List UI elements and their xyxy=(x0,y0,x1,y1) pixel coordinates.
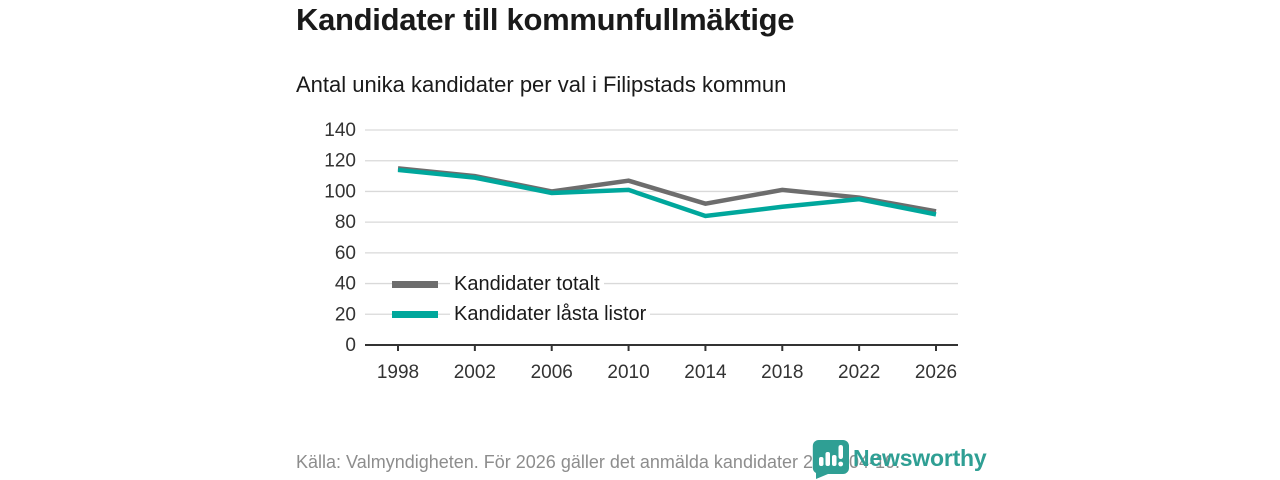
source-note: Källa: Valmyndigheten. För 2026 gäller d… xyxy=(296,452,901,472)
y-axis-tick-label: 40 xyxy=(335,274,356,295)
y-axis-tick-label: 120 xyxy=(324,151,356,172)
x-axis-tick-label: 2014 xyxy=(684,362,727,383)
legend-label-locked-lists: Kandidater låsta listor xyxy=(450,301,651,327)
y-axis-tick-label: 140 xyxy=(324,120,356,141)
y-axis-tick-label: 0 xyxy=(345,335,356,356)
page-title: Kandidater till kommunfullmäktige xyxy=(296,2,795,37)
chart-subtitle: Antal unika kandidater per val i Filipst… xyxy=(296,72,787,97)
newsworthy-logo: Newsworthy xyxy=(810,438,987,479)
legend-item-total: Kandidater totalt xyxy=(392,269,650,299)
x-axis-tick-label: 2006 xyxy=(531,362,573,383)
x-axis-tick-label: 2018 xyxy=(761,362,803,383)
newsworthy-wordmark: Newsworthy xyxy=(853,445,987,471)
x-axis-tick-label: 2002 xyxy=(454,362,496,383)
y-axis-tick-label: 100 xyxy=(324,181,356,202)
legend-swatch-locked-lists xyxy=(392,310,438,318)
x-axis-tick-label: 2022 xyxy=(838,362,880,383)
y-axis-tick-label: 20 xyxy=(335,304,356,325)
newsworthy-speech-bubble-icon xyxy=(812,439,849,479)
x-axis-tick-label: 2026 xyxy=(915,362,957,383)
x-axis-tick-label: 2010 xyxy=(607,362,649,383)
legend-swatch-total xyxy=(392,280,438,288)
legend-item-locked-lists: Kandidater låsta listor xyxy=(392,299,651,329)
series-line-1 xyxy=(397,167,937,219)
legend-label-total: Kandidater totalt xyxy=(450,271,604,297)
chart-legend: Kandidater totalt Kandidater låsta listo… xyxy=(392,269,651,329)
y-axis-tick-label: 80 xyxy=(335,212,356,233)
y-axis-tick-label: 60 xyxy=(335,243,356,264)
x-axis-tick-label: 1998 xyxy=(377,362,419,383)
